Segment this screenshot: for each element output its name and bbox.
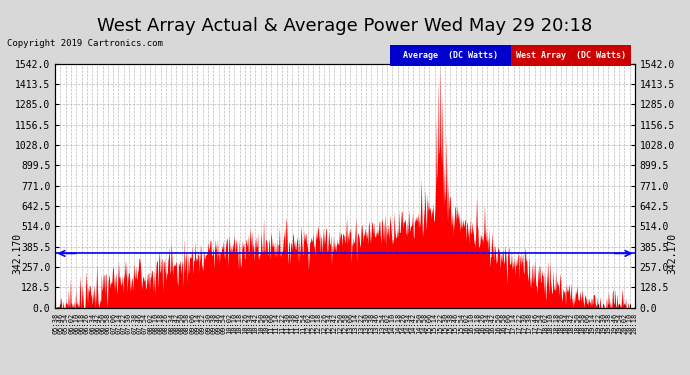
- Text: West Array  (DC Watts): West Array (DC Watts): [516, 51, 626, 60]
- Text: Copyright 2019 Cartronics.com: Copyright 2019 Cartronics.com: [7, 39, 163, 48]
- Text: Average  (DC Watts): Average (DC Watts): [403, 51, 497, 60]
- Text: 342.170: 342.170: [667, 233, 678, 274]
- Text: 342.170: 342.170: [12, 233, 23, 274]
- Text: West Array Actual & Average Power Wed May 29 20:18: West Array Actual & Average Power Wed Ma…: [97, 17, 593, 35]
